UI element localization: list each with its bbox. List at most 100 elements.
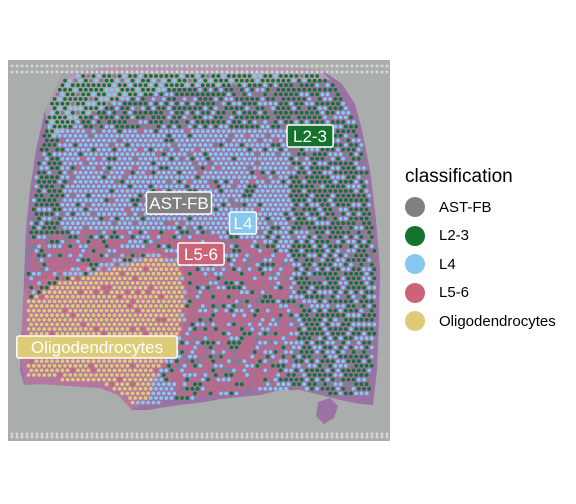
spot-l4 <box>338 363 343 368</box>
spot-l2-3 <box>133 110 138 115</box>
spot-l4 <box>185 138 190 143</box>
spot-l2-3 <box>219 97 223 101</box>
spot-l4 <box>213 225 218 230</box>
spot-l4 <box>281 382 286 387</box>
spot-l4 <box>294 331 299 336</box>
spot-l2-3 <box>57 87 62 92</box>
fiducial-dot <box>135 64 139 68</box>
spot-oligodendrocytes <box>73 373 78 377</box>
spot-l4 <box>252 147 257 152</box>
spot-l5-6 <box>219 336 223 341</box>
spot-l4 <box>323 115 327 120</box>
spot-oligodendrocytes <box>146 327 151 331</box>
spot-l5-6 <box>117 294 122 299</box>
spot-oligodendrocytes <box>86 331 91 336</box>
spot-l2-3 <box>83 106 88 111</box>
spot-l4 <box>310 239 314 244</box>
spot-l2-3 <box>120 179 125 184</box>
spot-l5-6 <box>278 276 283 281</box>
spot-l4 <box>94 207 99 212</box>
spot-l4 <box>73 133 78 138</box>
spot-oligodendrocytes <box>154 304 158 308</box>
spot-l4 <box>325 248 330 253</box>
spot-l4 <box>190 396 195 400</box>
spot-oligodendrocytes <box>146 317 151 322</box>
spot-l5-6 <box>226 248 231 253</box>
spot-l4 <box>60 239 65 244</box>
spot-l4 <box>304 377 309 382</box>
spot-l4 <box>250 161 255 166</box>
spot-l2-3 <box>343 124 348 129</box>
spot-oligodendrocytes <box>130 400 135 405</box>
spot-l2-3 <box>128 258 132 262</box>
spot-l4 <box>260 152 265 157</box>
spot-l2-3 <box>310 386 314 391</box>
spot-l4 <box>99 97 104 101</box>
spot-l2-3 <box>203 124 208 129</box>
spot-l5-6 <box>148 248 153 253</box>
spot-l2-3 <box>320 368 325 373</box>
spot-l2-3 <box>239 281 244 285</box>
spot-l2-3 <box>232 92 236 97</box>
spot-l2-3 <box>304 276 309 281</box>
spot-l2-3 <box>336 129 340 134</box>
spot-ast-fb <box>208 161 213 166</box>
spot-l5-6 <box>138 129 143 134</box>
spot-l2-3 <box>320 340 325 345</box>
spot-l2-3 <box>315 193 320 198</box>
spot-l2-3 <box>346 129 351 134</box>
fiducial-dot <box>375 432 379 436</box>
spot-oligodendrocytes <box>143 304 148 308</box>
spot-l4 <box>312 235 317 239</box>
spot-l5-6 <box>289 304 294 308</box>
spot-ast-fb <box>146 124 151 129</box>
spot-l2-3 <box>328 308 333 313</box>
spot-l4 <box>104 225 109 230</box>
spot-l2-3 <box>193 382 197 387</box>
spot-l4 <box>268 101 273 106</box>
spot-l4 <box>141 161 145 166</box>
spot-l5-6 <box>198 299 203 304</box>
spot-ast-fb <box>52 216 57 221</box>
spot-ast-fb <box>190 230 195 235</box>
spot-l4 <box>177 354 182 359</box>
spot-l2-3 <box>55 101 60 106</box>
spot-l2-3 <box>323 354 327 359</box>
spot-l4 <box>255 78 260 83</box>
spot-l4 <box>135 179 140 184</box>
spot-l4 <box>349 290 353 295</box>
spot-l2-3 <box>289 313 294 318</box>
spot-l2-3 <box>138 110 143 115</box>
spot-l2-3 <box>190 359 195 364</box>
spot-l2-3 <box>130 97 135 101</box>
fiducial-dot <box>235 432 239 436</box>
spot-ast-fb <box>328 382 333 387</box>
spot-l4 <box>351 184 356 189</box>
fiducial-dot <box>210 435 214 439</box>
spot-l4 <box>138 175 143 180</box>
spot-l2-3 <box>330 359 335 364</box>
spot-l2-3 <box>250 115 255 120</box>
spot-l2-3 <box>81 120 86 124</box>
spot-l4 <box>286 308 291 313</box>
spot-l4 <box>299 239 304 244</box>
spot-l4 <box>182 133 187 138</box>
spot-oligodendrocytes <box>109 299 114 304</box>
spot-oligodendrocytes <box>151 327 156 331</box>
fiducial-dot <box>305 64 309 68</box>
spot-l2-3 <box>302 354 307 359</box>
spot-l5-6 <box>281 308 286 313</box>
fiducial-dot <box>195 435 199 439</box>
spot-l2-3 <box>232 322 236 327</box>
spot-l5-6 <box>213 317 218 322</box>
spot-l5-6 <box>172 244 177 249</box>
spot-l4 <box>341 175 346 180</box>
spot-l4 <box>109 161 114 166</box>
fiducial-dot <box>80 70 84 74</box>
spot-l4 <box>154 386 158 391</box>
spot-l4 <box>180 129 184 134</box>
spot-l4 <box>109 207 114 212</box>
spot-oligodendrocytes <box>76 368 80 373</box>
spot-l2-3 <box>346 221 351 226</box>
spot-l2-3 <box>276 235 281 239</box>
